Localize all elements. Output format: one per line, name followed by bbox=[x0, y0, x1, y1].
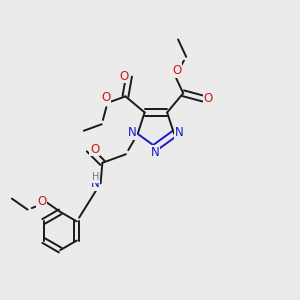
Text: O: O bbox=[119, 70, 128, 83]
Text: H: H bbox=[92, 172, 99, 182]
Text: N: N bbox=[175, 126, 184, 139]
Text: O: O bbox=[90, 143, 99, 156]
Text: N: N bbox=[151, 146, 159, 159]
Text: O: O bbox=[204, 92, 213, 105]
Text: O: O bbox=[37, 195, 46, 208]
Text: O: O bbox=[101, 91, 111, 104]
Text: N: N bbox=[128, 126, 137, 139]
Text: N: N bbox=[91, 177, 100, 190]
Text: O: O bbox=[172, 64, 181, 77]
